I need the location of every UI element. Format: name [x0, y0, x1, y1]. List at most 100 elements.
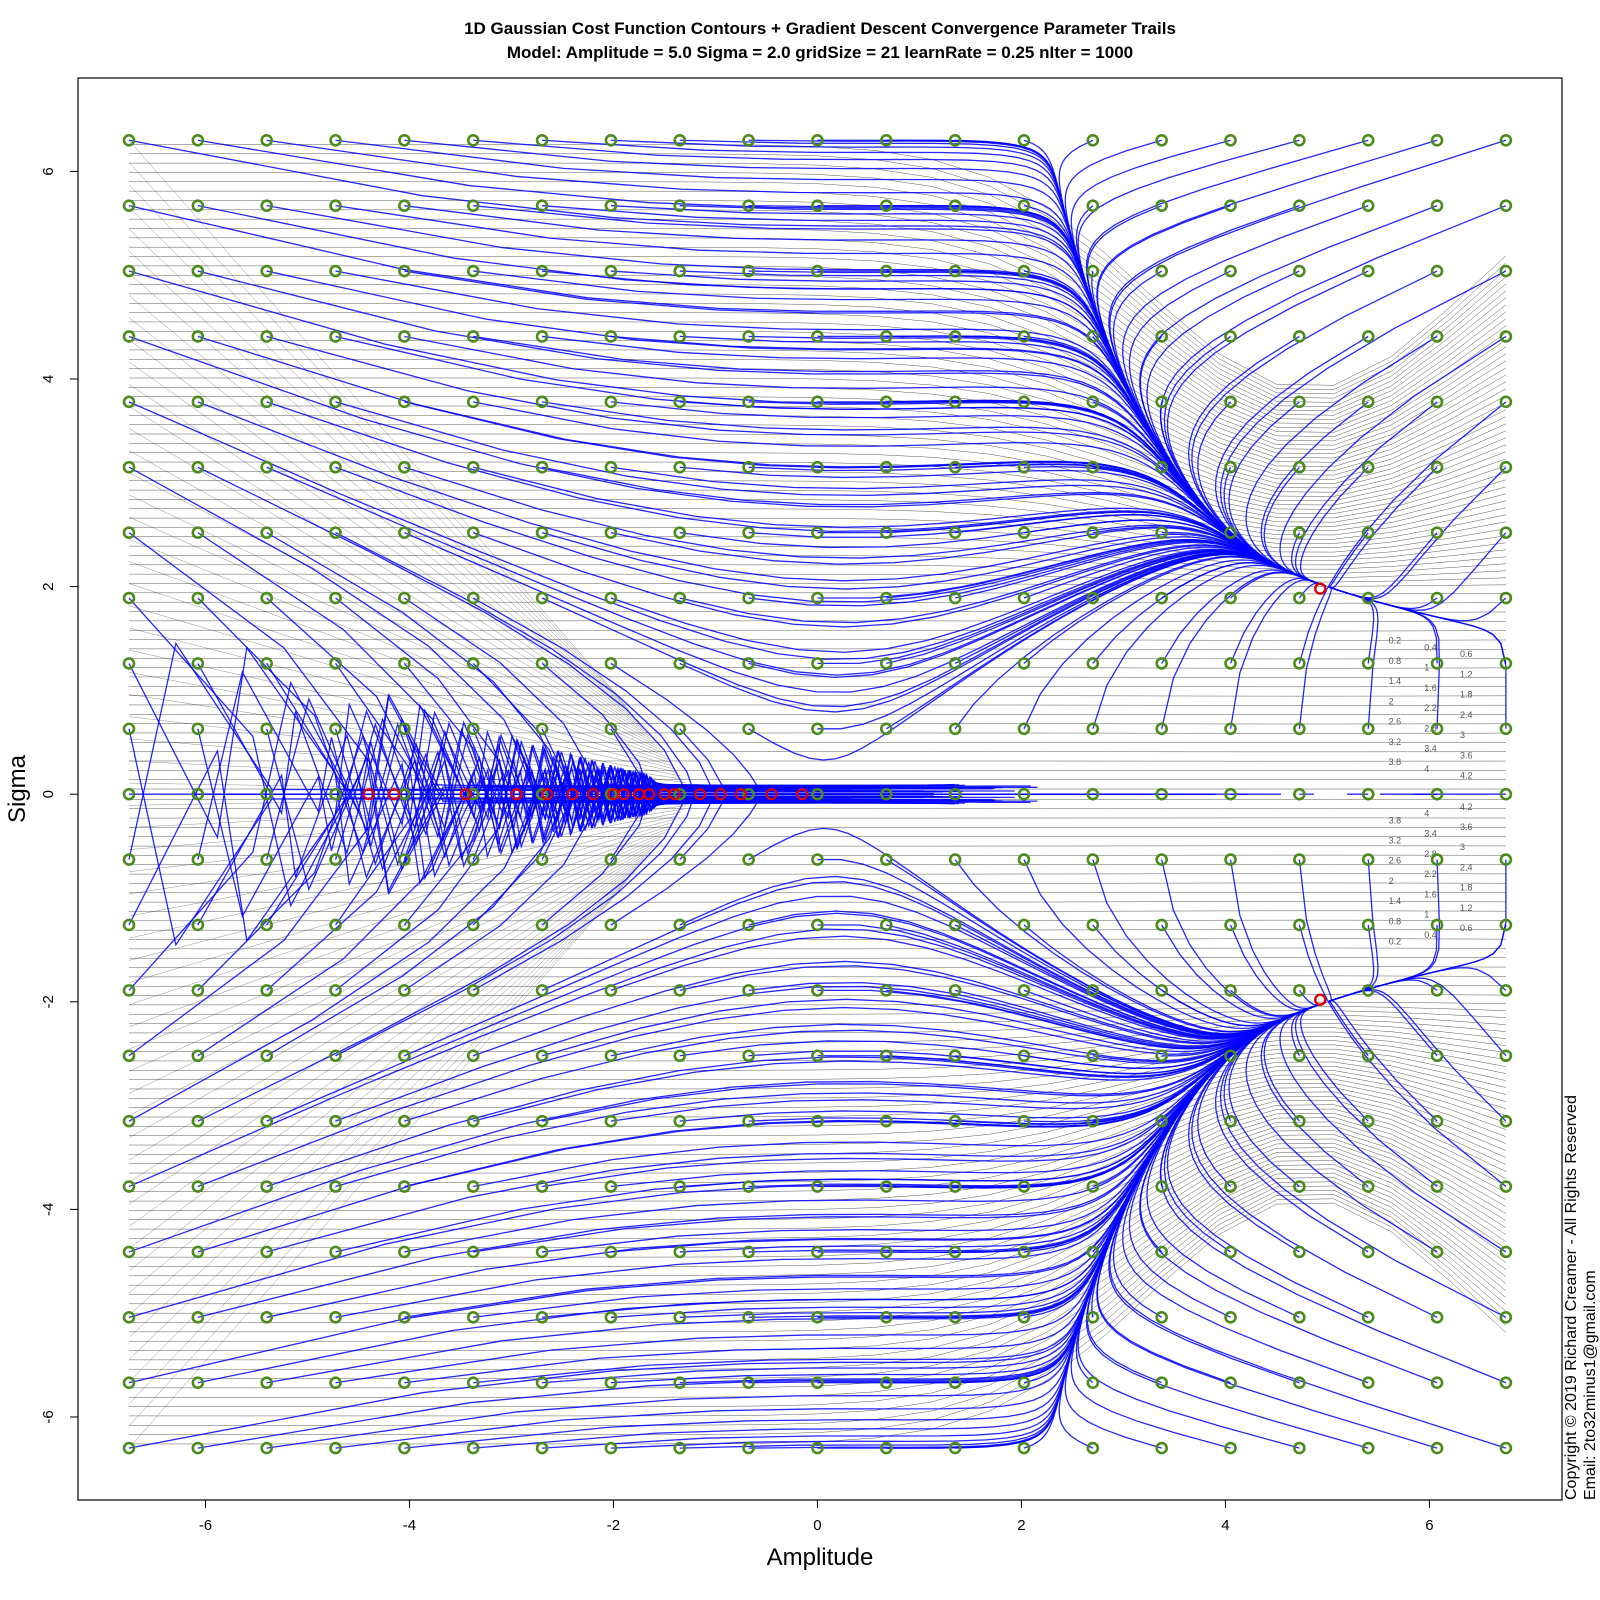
start-point — [1017, 787, 1031, 801]
start-point — [1361, 853, 1375, 866]
start-point — [1361, 460, 1375, 474]
start-point — [811, 526, 824, 539]
start-point — [742, 591, 755, 605]
gradient-trail — [817, 858, 1322, 1036]
start-point — [1224, 657, 1237, 670]
start-point — [1155, 1180, 1168, 1193]
start-point — [1017, 1311, 1031, 1324]
start-point — [1293, 984, 1306, 997]
start-point — [604, 853, 618, 866]
start-point — [1017, 1049, 1031, 1063]
start-point — [1361, 657, 1375, 670]
contour-line — [128, 516, 663, 753]
contour-label-lower: 2 — [1389, 876, 1394, 886]
start-point — [948, 1376, 962, 1390]
start-point — [948, 1114, 962, 1128]
gradient-trail — [679, 728, 1031, 787]
start-point — [604, 1311, 618, 1324]
start-point — [948, 395, 962, 409]
contour-line — [128, 561, 668, 760]
contour-line — [128, 832, 666, 1050]
start-point — [191, 395, 205, 409]
start-point — [191, 1245, 205, 1259]
start-point — [1224, 1376, 1237, 1390]
contour-label-lower: 3.6 — [1460, 822, 1473, 832]
start-point — [604, 460, 618, 474]
start-point — [879, 395, 893, 409]
end-point — [362, 788, 375, 801]
start-point — [1017, 1245, 1031, 1259]
start-point — [811, 657, 824, 670]
contour-label-lower: 0.6 — [1460, 923, 1473, 933]
start-point — [1086, 1049, 1100, 1063]
start-point — [1499, 1376, 1513, 1390]
start-point — [604, 526, 618, 539]
start-point — [329, 1245, 342, 1259]
contour-line — [128, 200, 1507, 412]
start-point — [673, 264, 687, 278]
y-tick-label-1: -4 — [40, 1203, 57, 1216]
start-point — [811, 264, 824, 278]
start-point — [948, 853, 962, 866]
chart-title: 1D Gaussian Cost Function Contours + Gra… — [464, 19, 1176, 38]
gradient-trail — [1330, 587, 1507, 622]
contour-line — [128, 428, 653, 740]
start-point — [1430, 853, 1444, 866]
gradient-trail — [1330, 967, 1507, 1002]
start-point — [811, 395, 824, 409]
contour-line — [128, 825, 671, 1005]
gradient-trail — [1298, 924, 1329, 1002]
start-point — [811, 1180, 824, 1193]
gradient-trail — [1331, 859, 1507, 1001]
start-point — [260, 1376, 273, 1390]
end-points — [362, 582, 1327, 1006]
start-point — [535, 591, 549, 605]
plot-frame — [77, 77, 1563, 1501]
start-point — [122, 264, 136, 278]
gradient-trail — [886, 924, 1323, 1039]
gradient-trail — [1327, 1001, 1507, 1188]
start-point — [398, 395, 411, 409]
start-point — [329, 853, 342, 866]
start-point — [1017, 526, 1031, 539]
contour-line — [128, 845, 655, 1138]
start-point — [329, 460, 342, 474]
contour-line — [128, 361, 645, 730]
start-point — [329, 1311, 342, 1324]
contour-line — [128, 1048, 1506, 1108]
start-point — [466, 1441, 480, 1455]
start-point — [466, 1180, 480, 1193]
start-point — [329, 526, 342, 539]
start-point — [1293, 133, 1306, 147]
start-point — [1017, 199, 1031, 212]
start-point — [260, 918, 273, 932]
start-point — [329, 591, 342, 605]
start-point — [1499, 918, 1513, 932]
start-point — [948, 330, 962, 343]
contour-line — [128, 858, 645, 1227]
start-point — [260, 722, 273, 736]
start-point — [260, 984, 273, 997]
contour-label-lower: 1.8 — [1460, 883, 1473, 893]
start-point — [948, 657, 962, 670]
start-point — [1293, 1245, 1306, 1259]
contour-line — [128, 872, 634, 1316]
gradient-trail — [1260, 401, 1369, 587]
gradient-trail — [1260, 1002, 1369, 1188]
contour-line — [128, 1177, 1507, 1389]
contour-line — [128, 828, 668, 1028]
contour-line — [128, 539, 666, 757]
contour-line — [128, 1044, 1506, 1099]
contour-line — [128, 649, 679, 773]
contour-label-lower: 2.4 — [1460, 862, 1473, 872]
start-point — [1499, 330, 1513, 343]
gradient-trail — [1109, 139, 1507, 577]
end-point — [796, 788, 809, 801]
contour-line — [128, 818, 676, 961]
end-point — [734, 788, 748, 801]
start-point — [742, 787, 755, 801]
contour-label-lower: 4 — [1424, 809, 1429, 819]
start-point — [260, 1311, 273, 1324]
start-point — [1430, 918, 1444, 932]
start-point — [948, 787, 962, 801]
